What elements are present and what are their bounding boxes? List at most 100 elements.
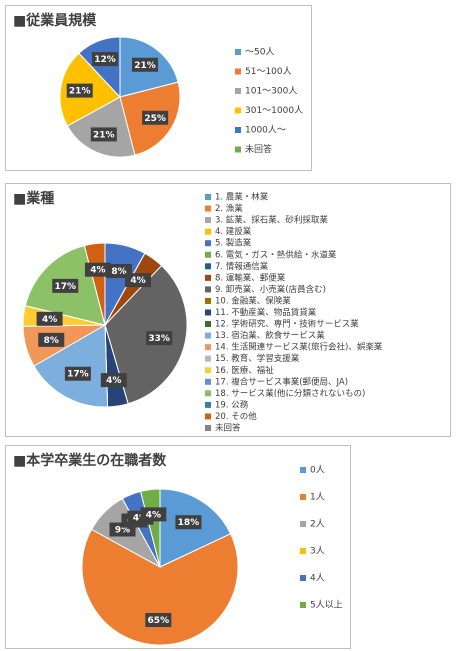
data-label-box (84, 262, 111, 277)
data-label-box (38, 332, 65, 347)
legend-swatch (205, 332, 211, 339)
legend-swatch (205, 309, 211, 316)
data-label: 25% (144, 114, 166, 124)
legend-label: 5. 製造業 (215, 238, 252, 249)
legend-swatch (300, 467, 306, 473)
data-label-box (140, 507, 167, 522)
data-label-box (132, 57, 159, 72)
legend-label: 20. その他 (215, 411, 257, 422)
pie-slice (33, 324, 109, 408)
data-label-box (36, 311, 63, 326)
data-label: 65% (148, 616, 170, 626)
data-label: 17% (54, 282, 76, 292)
chart-title: ■業種 (13, 190, 54, 207)
legend-label: 101～300人 (245, 86, 297, 97)
data-label-box (52, 278, 79, 293)
data-label-box (125, 273, 152, 288)
legend-label: 5人以上 (310, 600, 343, 611)
chart-title: ■従業員規模 (13, 12, 97, 29)
legend-label: 14. 生活関連サービス業(旅行会社)、娯楽業 (215, 342, 383, 353)
legend-swatch (205, 390, 211, 397)
data-label: 21% (93, 130, 115, 140)
legend-swatch (205, 321, 211, 328)
legend-label: 17. 複合サービス事業(郵便局、JA) (215, 376, 348, 387)
legend-label: 未回答 (215, 423, 241, 434)
legend-swatch (300, 602, 306, 608)
legend-swatch (205, 413, 211, 420)
legend-label: 8. 運輸業、郵便業 (215, 272, 286, 283)
legend-swatch (205, 367, 211, 374)
legend-swatch (235, 49, 241, 55)
legend-label: 未回答 (245, 143, 272, 155)
legend-label: 3人 (310, 546, 325, 557)
legend-swatch (300, 521, 306, 527)
legend-swatch (300, 494, 306, 500)
legend-swatch (205, 194, 211, 200)
legend-swatch (235, 68, 241, 75)
legend-swatch (205, 378, 211, 385)
legend-label: 2. 漁業 (215, 203, 243, 214)
data-label: 9% (115, 525, 130, 535)
data-label: 4% (106, 376, 121, 386)
legend-label: 15. 教育、学習支援業 (215, 353, 300, 364)
data-label: 21% (69, 87, 91, 97)
legend-label: 1人 (310, 492, 325, 503)
legend-label: 19. 公務 (215, 399, 249, 410)
data-label: 4% (146, 510, 161, 520)
legend-label: 9. 卸売業、小売業(店員含む) (215, 284, 326, 295)
data-label: 4% (130, 276, 145, 286)
legend-swatch (205, 401, 211, 408)
pie-slice (104, 264, 188, 405)
data-label-box (175, 515, 202, 530)
legend-label: 4人 (310, 573, 325, 584)
legend-label: 301～1000人 (245, 105, 303, 116)
legend-label: 3. 鉱業、採石業、砂利採取業 (215, 215, 328, 226)
legend-swatch (235, 146, 241, 153)
legend-swatch (205, 240, 211, 247)
legend-label: ～50人 (245, 47, 274, 58)
legend-swatch (205, 355, 211, 362)
data-label-box (91, 52, 118, 67)
legend-label: 6. 電気・ガス・熱供給・水道業 (215, 249, 337, 260)
legend-label: 11. 不動産業、物品賃貸業 (215, 307, 317, 318)
legend-label: 2人 (310, 519, 325, 530)
legend-swatch (235, 127, 241, 133)
legend-swatch (205, 286, 211, 293)
data-label: 12% (94, 55, 116, 65)
legend-swatch (205, 263, 211, 270)
data-label: 18% (178, 518, 200, 528)
data-label: 8% (44, 336, 59, 346)
legend-swatch (205, 205, 211, 212)
data-label-box (64, 366, 91, 381)
data-label: 33% (148, 334, 170, 344)
legend-swatch (205, 217, 211, 224)
data-label: 4% (90, 266, 105, 276)
legend-label: 4. 建設業 (215, 226, 252, 237)
legend-swatch (205, 297, 211, 304)
legend-label: 12. 学術研究、専門・技術サービス業 (215, 319, 359, 330)
pie-slice (66, 96, 136, 158)
legend-swatch (300, 548, 306, 554)
legend-label: 51～100人 (245, 66, 292, 77)
data-label-box (146, 331, 173, 346)
legend-swatch (205, 228, 211, 235)
legend-swatch (235, 88, 241, 94)
legend-label: 13. 宿泊業、飲食サービス業 (215, 330, 325, 341)
data-label: 21% (134, 61, 156, 71)
chart-title: ■本学卒業生の在職者数 (13, 452, 167, 469)
legend-label: 7. 情報通信業 (215, 261, 269, 272)
legend-swatch (205, 344, 211, 351)
data-label-box (90, 127, 117, 142)
data-label-box (100, 373, 127, 388)
legend-swatch (205, 425, 211, 431)
legend-swatch (300, 575, 306, 581)
data-label: 17% (67, 370, 89, 380)
data-label: 8% (111, 267, 126, 277)
legend-label: 1. 農業・林業 (215, 192, 269, 203)
legend-swatch (205, 251, 211, 258)
data-label-box (66, 83, 93, 98)
data-label: 4% (42, 315, 57, 325)
legend-label: 0人 (310, 465, 325, 476)
pie-slice (81, 528, 239, 646)
